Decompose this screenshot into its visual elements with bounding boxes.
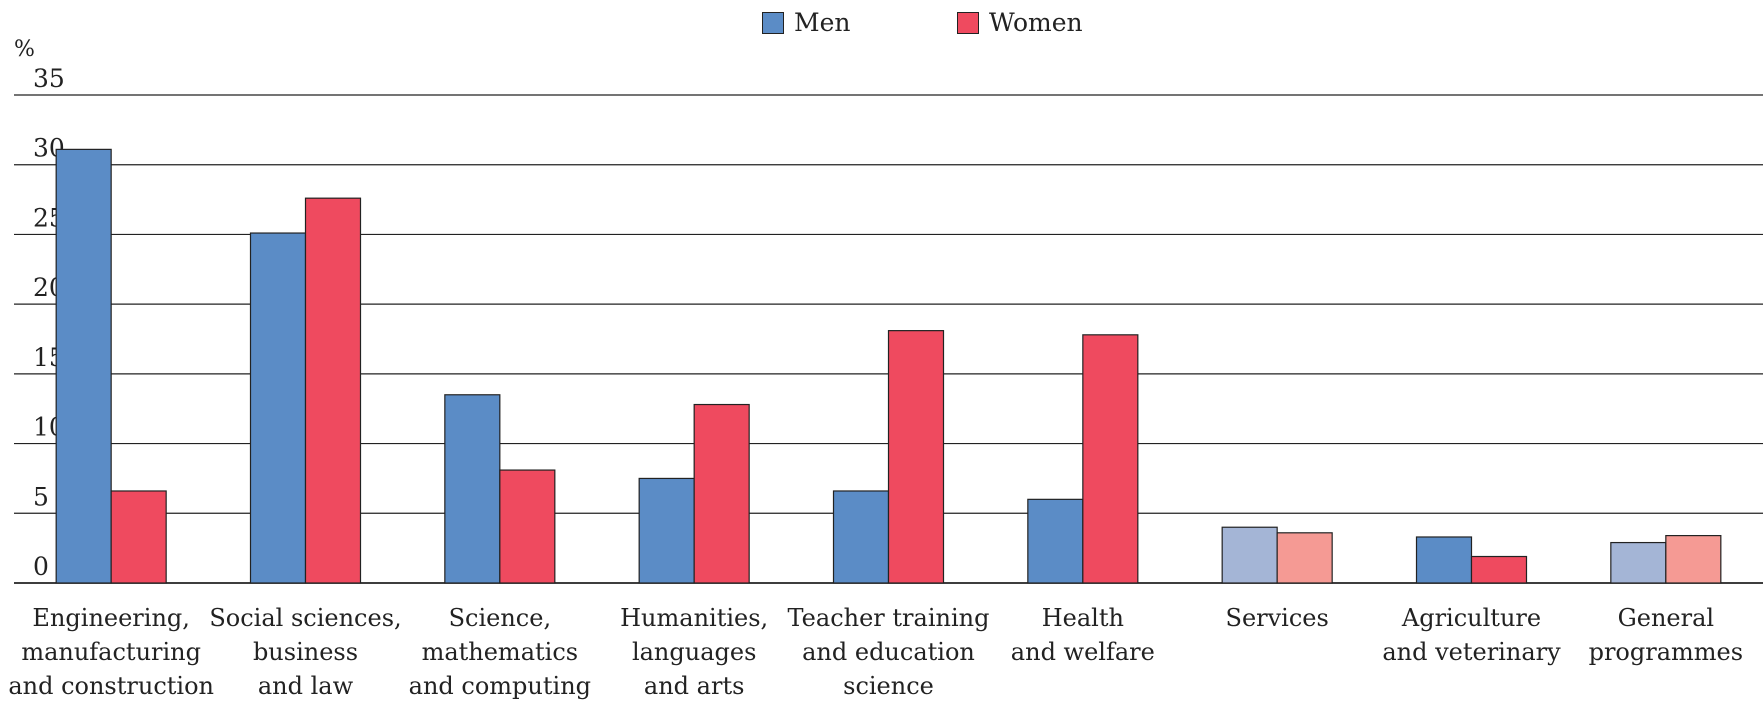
bar-men [444,394,501,584]
x-axis-labels: Engineering, manufacturing and constructio… [8,604,1743,700]
y-tick-label: 0 [33,552,49,581]
legend-item-women: Women [957,8,1083,37]
legend-swatch-women [957,11,979,34]
bar-men [249,232,307,584]
x-category-label: Health and welfare [1011,604,1155,666]
bar-women [693,403,750,584]
bar-women [1082,334,1139,584]
legend-swatch-men [762,11,784,34]
x-category-label: General programmes [1589,604,1743,666]
bar-women [887,330,945,584]
x-category-label: Agriculture and veterinary [1382,604,1561,666]
y-axis-unit-label: % [14,37,35,62]
x-category-label: Social sciences, business and law [209,604,401,700]
x-category-label: Services [1226,604,1329,632]
bar-men [638,477,695,584]
bar-men [832,490,890,584]
bar-women [304,197,362,584]
x-category-label: Teacher training and education science [788,604,990,700]
y-tick-label: 35 [33,64,65,93]
bar-women [110,490,167,584]
bar-women [1665,534,1722,584]
x-category-label: Humanities, languages and arts [620,604,768,700]
legend-label-women: Women [989,8,1083,37]
y-tick-label: 5 [33,482,49,511]
x-category-label: Science, mathematics and computing [409,604,591,700]
bar-men [1415,536,1473,584]
bar-women [499,469,556,584]
bar-men [1610,541,1667,584]
legend-item-men: Men [762,8,851,37]
bar-men [1221,526,1278,584]
bars [55,148,1722,584]
bar-men [1027,498,1084,584]
bar-women [1276,532,1333,584]
legend-label-men: Men [794,8,851,37]
bar-women [1470,555,1528,584]
x-category-label: Engineering, manufacturing and constructio… [8,604,214,700]
bar-men [55,148,112,584]
legend: Men Women [0,8,1763,44]
